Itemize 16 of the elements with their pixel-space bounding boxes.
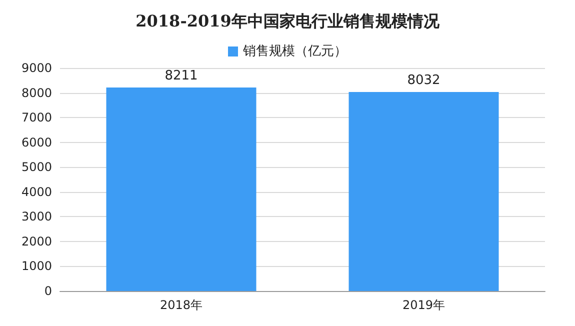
legend-label: 销售规模（亿元） [242, 44, 347, 59]
y-tick-label: 9000 [21, 61, 52, 75]
chart-title: 2018-2019年中国家电行业销售规模情况 [136, 12, 440, 30]
y-tick-label: 6000 [21, 135, 52, 150]
y-tick-label: 7000 [21, 110, 52, 125]
data-label: 8211 [164, 68, 198, 84]
y-tick-label: 3000 [21, 210, 52, 224]
y-tick-label: 4000 [21, 184, 52, 199]
y-tick-label: 8000 [21, 86, 52, 100]
x-tick-label: 2019年 [402, 298, 446, 312]
y-tick-label: 1000 [21, 259, 52, 274]
y-tick-label: 0 [44, 284, 52, 298]
x-tick-label: 2018年 [160, 298, 203, 312]
y-tick-label: 2000 [21, 234, 52, 248]
y-tick-label: 5000 [21, 160, 52, 174]
data-label: 8032 [407, 72, 440, 88]
